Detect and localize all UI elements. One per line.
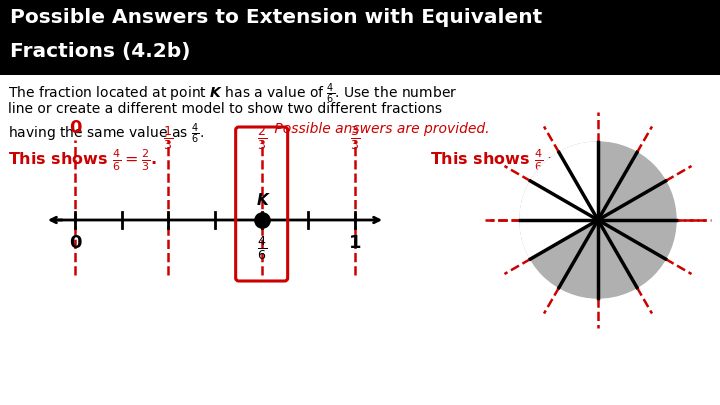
Text: Possible answers are provided.: Possible answers are provided.: [270, 122, 490, 136]
Text: This shows $\frac{4}{6} = \frac{8}{12}$.: This shows $\frac{4}{6} = \frac{8}{12}$.: [430, 147, 586, 173]
Text: Possible Answers to Extension with Equivalent: Possible Answers to Extension with Equiv…: [10, 8, 542, 27]
Polygon shape: [520, 220, 598, 259]
Text: $\frac{2}{3}$: $\frac{2}{3}$: [256, 124, 266, 152]
Text: 0: 0: [68, 234, 81, 252]
Text: 1: 1: [348, 234, 361, 252]
Polygon shape: [531, 152, 598, 220]
Text: $\frac{3}{3}$: $\frac{3}{3}$: [350, 124, 360, 152]
Circle shape: [520, 142, 676, 298]
Text: Fractions (4.2b): Fractions (4.2b): [10, 42, 191, 61]
Polygon shape: [520, 181, 598, 220]
Text: The fraction located at point $\boldsymbol{K}$ has a value of $\frac{4}{6}$. Use: The fraction located at point $\boldsymb…: [8, 82, 457, 107]
Bar: [0, 0, 720, 75]
Text: $\frac{1}{3}$: $\frac{1}{3}$: [163, 124, 174, 152]
Text: $\frac{4}{6}$: $\frac{4}{6}$: [256, 234, 266, 262]
Text: 0: 0: [68, 119, 81, 137]
Polygon shape: [559, 142, 598, 220]
Text: This shows $\frac{4}{6} = \frac{2}{3}$.: This shows $\frac{4}{6} = \frac{2}{3}$.: [8, 147, 157, 173]
Text: $\boldsymbol{K}$: $\boldsymbol{K}$: [256, 192, 271, 208]
Text: having the same value as $\frac{4}{6}$.: having the same value as $\frac{4}{6}$.: [8, 122, 204, 146]
Text: line or create a different model to show two different fractions: line or create a different model to show…: [8, 102, 442, 116]
